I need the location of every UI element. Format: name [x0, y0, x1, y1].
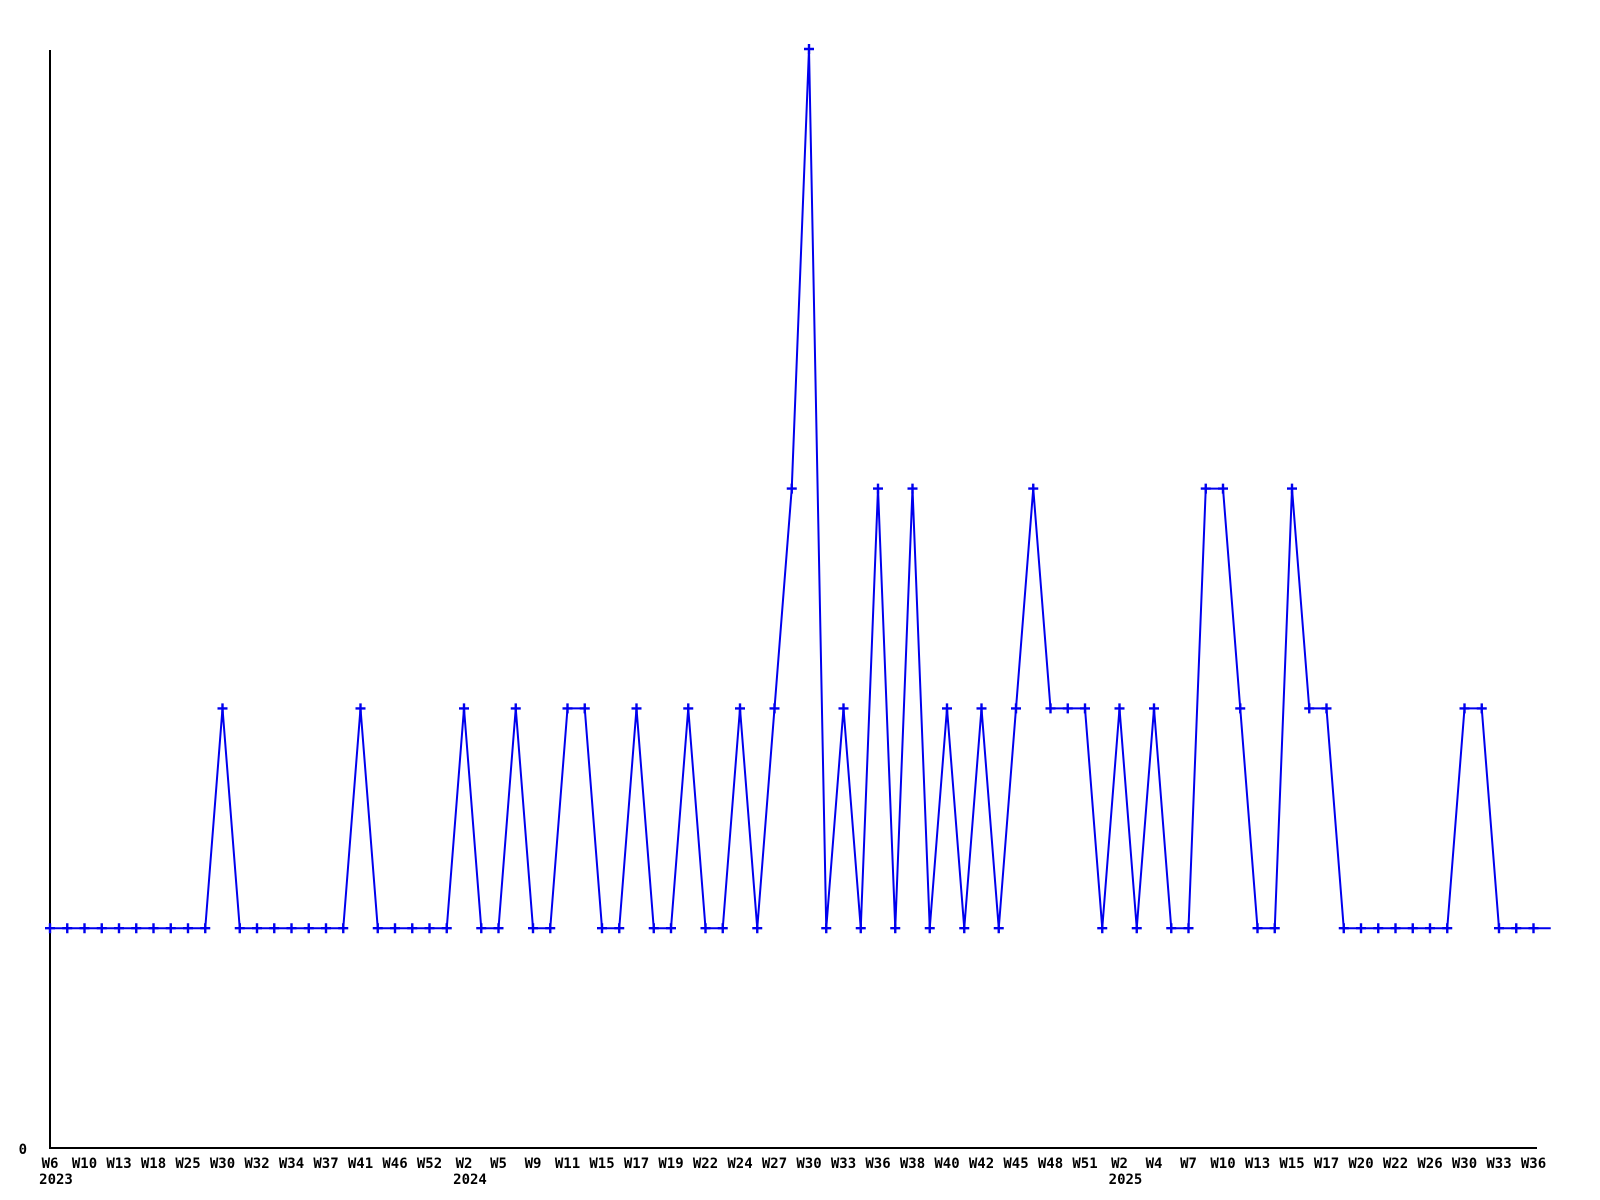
x-tick-label: W22 [1383, 1156, 1408, 1172]
x-tick-label: W15 [589, 1156, 614, 1172]
x-tick-label: W33 [831, 1156, 856, 1172]
x-tick-label: W34 [279, 1156, 304, 1172]
x-tick-label: W52 [417, 1156, 442, 1172]
x-tick-label: W20 [1348, 1156, 1373, 1172]
x-tick-label: W13 [1245, 1156, 1270, 1172]
x-tick-label: W42 [969, 1156, 994, 1172]
year-labels: 2023 2024 2025 [39, 1172, 1142, 1188]
x-tick-label: W11 [555, 1156, 580, 1172]
x-tick-labels: W6 W10 W13 W18 W25 W30 W32 W34 W37 W41 W46 W52 W2 W5 W… [42, 1156, 1547, 1172]
x-tick-label: W17 [1314, 1156, 1339, 1172]
x-tick-label: W38 [900, 1156, 925, 1172]
y-zero-label: 0 [19, 1142, 27, 1158]
data-markers [45, 44, 1539, 934]
x-tick-label: W46 [382, 1156, 407, 1172]
x-tick-label: W18 [141, 1156, 166, 1172]
x-tick-label: W33 [1486, 1156, 1511, 1172]
x-tick-label: W22 [693, 1156, 718, 1172]
year-label: 2024 [453, 1172, 487, 1188]
x-tick-label: W36 [1521, 1156, 1546, 1172]
x-tick-label: W24 [727, 1156, 752, 1172]
x-tick-label: W30 [1452, 1156, 1477, 1172]
x-tick-label: W13 [106, 1156, 131, 1172]
x-tick-label: W51 [1072, 1156, 1097, 1172]
x-tick-label: W19 [658, 1156, 683, 1172]
x-tick-label: W25 [175, 1156, 200, 1172]
x-tick-label: W9 [525, 1156, 542, 1172]
x-tick-label: W32 [244, 1156, 269, 1172]
x-tick-label: W40 [934, 1156, 959, 1172]
x-tick-label: W27 [762, 1156, 787, 1172]
x-tick-label: W30 [796, 1156, 821, 1172]
x-tick-label: W26 [1417, 1156, 1442, 1172]
x-tick-label: W30 [210, 1156, 235, 1172]
x-tick-label: W6 [42, 1156, 59, 1172]
axes [49, 50, 1537, 1149]
data-line [50, 48, 1551, 930]
x-tick-label: W37 [313, 1156, 338, 1172]
x-tick-label: W2 [456, 1156, 473, 1172]
x-tick-label: W45 [1003, 1156, 1028, 1172]
x-tick-label: W48 [1038, 1156, 1063, 1172]
year-label: 2025 [1109, 1172, 1143, 1188]
x-tick-label: W36 [865, 1156, 890, 1172]
x-tick-label: W10 [72, 1156, 97, 1172]
x-tick-label: W10 [1210, 1156, 1235, 1172]
x-tick-label: W17 [624, 1156, 649, 1172]
x-tick-label: W15 [1279, 1156, 1304, 1172]
x-tick-label: W4 [1146, 1156, 1163, 1172]
x-tick-label: W5 [490, 1156, 507, 1172]
x-tick-label: W7 [1180, 1156, 1197, 1172]
x-tick-label: W41 [348, 1156, 373, 1172]
x-tick-label: W2 [1111, 1156, 1128, 1172]
year-label: 2023 [39, 1172, 73, 1188]
